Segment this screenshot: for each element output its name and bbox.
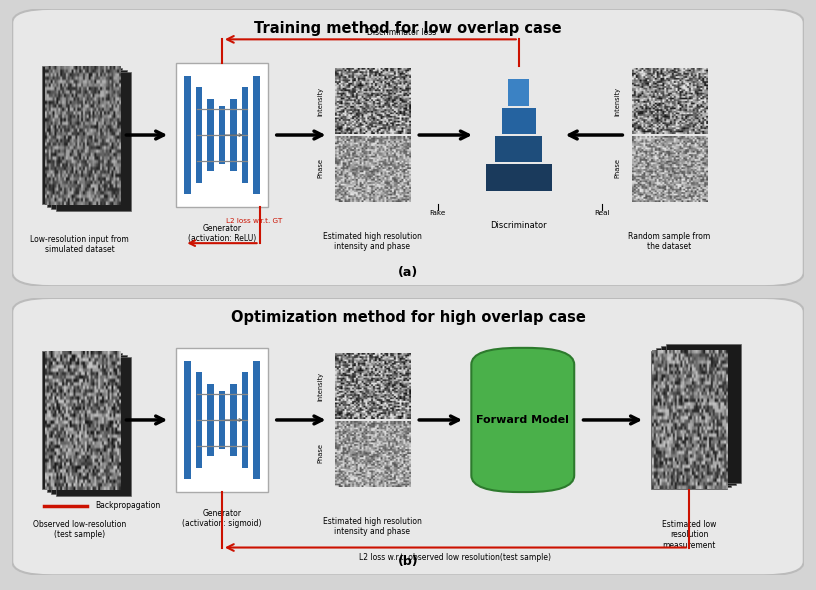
Text: Observed low-resolution
(test sample): Observed low-resolution (test sample) xyxy=(33,520,126,539)
Text: Intensity: Intensity xyxy=(317,372,323,401)
FancyBboxPatch shape xyxy=(176,63,268,207)
Text: (a): (a) xyxy=(398,266,418,279)
FancyBboxPatch shape xyxy=(486,165,552,191)
FancyBboxPatch shape xyxy=(184,361,191,479)
Text: Random sample from
the dataset: Random sample from the dataset xyxy=(628,232,710,251)
FancyBboxPatch shape xyxy=(51,70,126,209)
Text: Fake: Fake xyxy=(429,210,446,216)
Text: Backpropagation: Backpropagation xyxy=(95,502,161,510)
Text: Discriminator: Discriminator xyxy=(490,221,547,230)
FancyBboxPatch shape xyxy=(254,76,259,194)
FancyBboxPatch shape xyxy=(176,348,268,492)
FancyBboxPatch shape xyxy=(56,358,131,496)
Text: Estimated low
resolution
measurement: Estimated low resolution measurement xyxy=(662,520,716,550)
Text: Phase: Phase xyxy=(317,443,323,463)
FancyBboxPatch shape xyxy=(196,87,202,183)
Text: L2 loss w.r.t. GT: L2 loss w.r.t. GT xyxy=(226,218,282,224)
Text: Low-resolution input from
simulated dataset: Low-resolution input from simulated data… xyxy=(30,235,129,254)
Text: Forward Model: Forward Model xyxy=(477,415,570,425)
Text: Intensity: Intensity xyxy=(317,87,323,116)
FancyBboxPatch shape xyxy=(42,65,118,204)
Text: Discriminator loss: Discriminator loss xyxy=(367,28,437,37)
FancyBboxPatch shape xyxy=(656,349,731,487)
FancyBboxPatch shape xyxy=(508,79,530,106)
FancyBboxPatch shape xyxy=(12,9,804,286)
FancyBboxPatch shape xyxy=(42,350,118,489)
FancyBboxPatch shape xyxy=(47,353,122,491)
Text: Optimization method for high overlap case: Optimization method for high overlap cas… xyxy=(231,310,585,325)
FancyBboxPatch shape xyxy=(502,107,536,134)
FancyBboxPatch shape xyxy=(651,350,726,489)
Text: Generator
(activation: sigmoid): Generator (activation: sigmoid) xyxy=(182,509,262,528)
Text: Generator
(activation: ReLU): Generator (activation: ReLU) xyxy=(188,224,256,243)
FancyBboxPatch shape xyxy=(12,298,804,575)
Text: Estimated high resolution
intensity and phase: Estimated high resolution intensity and … xyxy=(323,232,422,251)
Text: Estimated high resolution
intensity and phase: Estimated high resolution intensity and … xyxy=(323,517,422,536)
FancyBboxPatch shape xyxy=(184,76,191,194)
Text: (b): (b) xyxy=(397,555,419,568)
FancyBboxPatch shape xyxy=(495,136,543,162)
Text: Phase: Phase xyxy=(614,158,620,178)
FancyBboxPatch shape xyxy=(51,355,126,494)
Text: Real: Real xyxy=(594,210,610,216)
FancyBboxPatch shape xyxy=(230,384,237,456)
FancyBboxPatch shape xyxy=(666,344,741,483)
FancyBboxPatch shape xyxy=(56,73,131,211)
FancyBboxPatch shape xyxy=(219,106,225,164)
FancyBboxPatch shape xyxy=(207,99,214,171)
Text: Intensity: Intensity xyxy=(614,87,620,116)
FancyBboxPatch shape xyxy=(472,348,574,492)
Text: L2 loss w.r.t. observed low resolution(test sample): L2 loss w.r.t. observed low resolution(t… xyxy=(360,553,552,562)
FancyBboxPatch shape xyxy=(219,391,225,449)
FancyBboxPatch shape xyxy=(242,87,248,183)
FancyBboxPatch shape xyxy=(661,346,736,485)
FancyBboxPatch shape xyxy=(254,361,259,479)
Text: Phase: Phase xyxy=(317,158,323,178)
FancyBboxPatch shape xyxy=(207,384,214,456)
FancyBboxPatch shape xyxy=(230,99,237,171)
FancyBboxPatch shape xyxy=(47,68,122,206)
FancyBboxPatch shape xyxy=(196,372,202,467)
FancyBboxPatch shape xyxy=(242,372,248,467)
Text: Training method for low overlap case: Training method for low overlap case xyxy=(255,21,561,36)
